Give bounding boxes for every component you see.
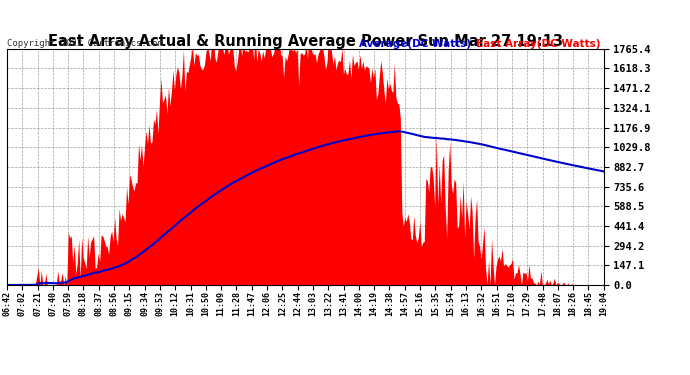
Text: Copyright 2022 Cartronics.com: Copyright 2022 Cartronics.com bbox=[7, 39, 163, 48]
Text: East Array(DC Watts): East Array(DC Watts) bbox=[476, 39, 600, 50]
Text: Average(DC Watts): Average(DC Watts) bbox=[359, 39, 471, 50]
Title: East Array Actual & Running Average Power Sun Mar 27 19:13: East Array Actual & Running Average Powe… bbox=[48, 34, 563, 49]
